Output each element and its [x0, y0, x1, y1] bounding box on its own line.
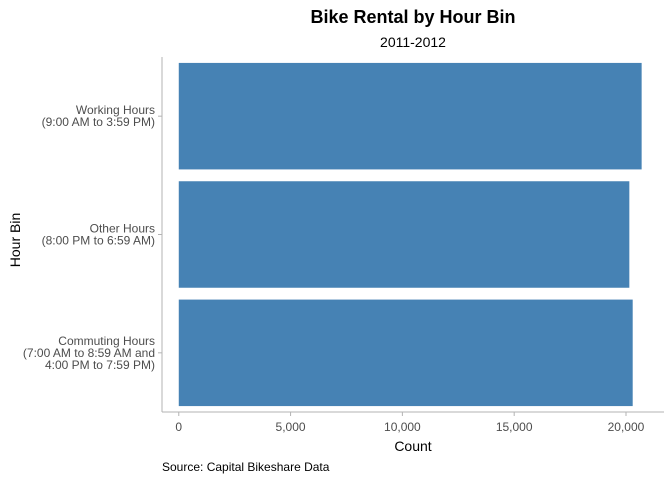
- bar-2: [178, 62, 642, 170]
- y-tick-label-2: Working Hours (9:00 AM to 3:59 PM): [42, 103, 155, 129]
- chart-caption: Source: Capital Bikeshare Data: [162, 460, 330, 474]
- y-tick-label-1: Other Hours (8:00 PM to 6:59 AM): [42, 222, 155, 248]
- bar-1: [178, 181, 630, 288]
- x-tick-label-2: 10,000: [384, 420, 421, 434]
- x-tick-label-3: 15,000: [496, 420, 533, 434]
- x-axis-title: Count: [394, 438, 431, 454]
- y-tick-label-0: Commuting Hours (7:00 AM to 8:59 AM and 4:…: [23, 334, 155, 372]
- chart-title: Bike Rental by Hour Bin: [310, 7, 515, 27]
- chart-subtitle: 2011-2012: [380, 34, 446, 50]
- bars-group: [178, 62, 642, 407]
- y-axis-title: Hour Bin: [7, 213, 23, 267]
- x-tick-label-0: 0: [175, 420, 182, 434]
- y-axis-ticks: Commuting Hours (7:00 AM to 8:59 AM and 4:…: [23, 103, 162, 372]
- x-axis-ticks: 0 5,000 10,000 15,000 20,000: [175, 412, 645, 434]
- x-tick-label-4: 20,000: [608, 420, 645, 434]
- bar-0: [178, 299, 633, 407]
- x-tick-label-1: 5,000: [276, 420, 306, 434]
